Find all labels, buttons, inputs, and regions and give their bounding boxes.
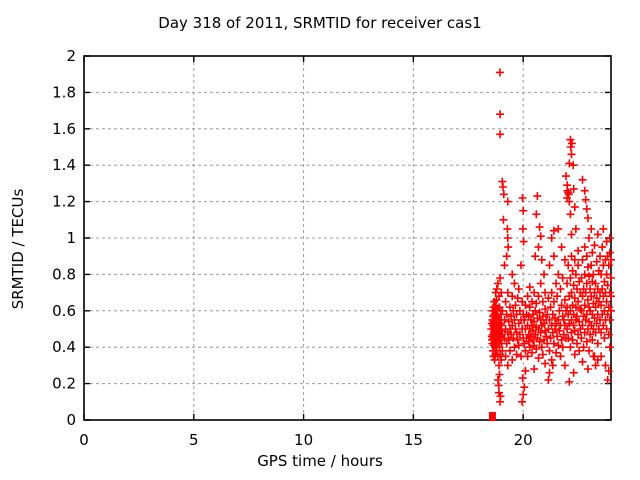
y-tick-label: 0	[66, 411, 76, 429]
y-tick-label: 0.6	[52, 302, 76, 320]
x-tick-label: 20	[514, 431, 533, 449]
y-tick-label: 1.6	[52, 120, 76, 138]
zero-value-marker	[488, 412, 496, 421]
y-tick-label: 1.4	[52, 156, 76, 174]
y-tick-label: 0.8	[52, 265, 76, 283]
x-tick-label: 5	[189, 431, 199, 449]
y-tick-label: 1.8	[52, 83, 76, 101]
grid-lines	[84, 56, 611, 420]
y-tick-label: 0.4	[52, 338, 76, 356]
data-points	[487, 68, 615, 406]
x-axis-label: GPS time / hours	[257, 452, 383, 470]
x-tick-label: 10	[294, 431, 313, 449]
y-tick-label: 1	[66, 229, 76, 247]
y-tick-label: 0.2	[52, 375, 76, 393]
y-tick-label: 1.2	[52, 193, 76, 211]
chart-title: Day 318 of 2011, SRMTID for receiver cas…	[158, 14, 482, 32]
x-tick-label: 15	[404, 431, 423, 449]
x-tick-label: 0	[79, 431, 89, 449]
y-tick-label: 2	[66, 47, 76, 65]
